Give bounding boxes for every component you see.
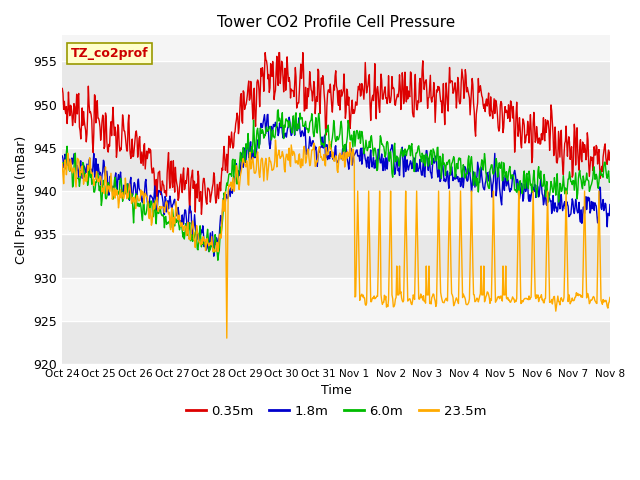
Bar (62, 191, 610, 234)
Bar (62, 277, 610, 321)
Bar (62, 234, 610, 277)
Text: TZ_co2prof: TZ_co2prof (70, 47, 148, 60)
Bar (62, 148, 610, 191)
Y-axis label: Cell Pressure (mBar): Cell Pressure (mBar) (15, 135, 28, 264)
X-axis label: Time: Time (321, 384, 351, 397)
Legend: 0.35m, 1.8m, 6.0m, 23.5m: 0.35m, 1.8m, 6.0m, 23.5m (180, 400, 492, 423)
Bar (62, 18, 610, 61)
Title: Tower CO2 Profile Cell Pressure: Tower CO2 Profile Cell Pressure (217, 15, 455, 30)
Bar (62, 61, 610, 105)
Bar (62, 321, 610, 364)
Bar (62, 105, 610, 148)
